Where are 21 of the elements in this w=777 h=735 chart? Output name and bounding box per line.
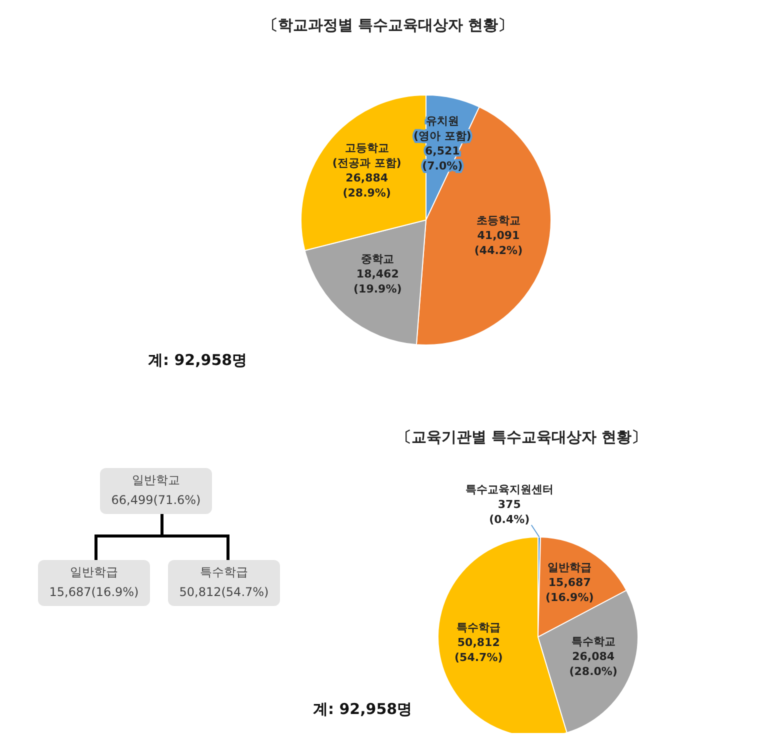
data-label: 26,884 (28.9%) [342,171,391,200]
data-label: 41,091 (44.2%) [474,229,523,258]
text: 일반학급 15,687(16.9%) [48,564,140,601]
chart-title: 〔학교과정별 특수교육대상자 현황〕 [262,16,514,35]
text: 계: 92,958명 [313,700,412,719]
text: 계: 92,958명 [148,351,248,370]
slice-label: 초등학교 [476,214,521,228]
data-label: 15,687 (16.9%) [546,576,594,604]
slice-label: 특수학교 [571,635,616,648]
text: 특수학급 50,812(54.7%) [178,564,270,601]
slice-label: 특수교육지원센터 [465,483,554,496]
data-label: 26,084 (28.0%) [569,650,618,678]
data-label: 50,812 (54.7%) [454,636,503,664]
slice-label: 특수학급 [456,620,501,634]
data-label: 375 (0.4%) [489,498,530,526]
chart-title: 〔교육기관별 특수교육대상자 현황〕 [395,428,648,447]
slice-label: 고등학교 (전공과 포함) [332,141,402,170]
slice-label: 중학교 [361,252,394,266]
slice-label: 일반학급 [548,561,592,574]
text: 일반학교 66,499(71.6%) [110,472,202,509]
data-label: 18,462 (19.9%) [354,267,402,296]
